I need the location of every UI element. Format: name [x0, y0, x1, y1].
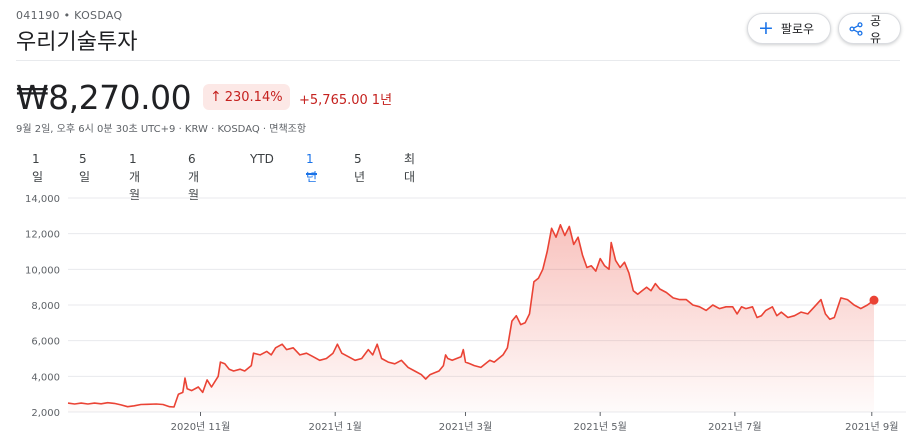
- follow-button-label: 팔로우: [780, 22, 815, 36]
- price-series-line: [67, 224, 875, 408]
- y-tick-label: 14,000: [25, 194, 60, 205]
- percent-change-value: 230.14%: [224, 89, 283, 105]
- x-tick-label: 2021년 9월: [845, 421, 898, 433]
- tab-5d[interactable]: 5일: [79, 152, 91, 184]
- share-button-label: 공유: [870, 13, 882, 45]
- price-chart[interactable]: 2,000 4,000 6,000 8,000 10,000 12,000 14,000 2…: [0, 185, 906, 446]
- y-tick-label: 6,000: [31, 337, 60, 348]
- follow-button[interactable]: + 팔로우: [747, 13, 831, 44]
- y-tick-label: 4,000: [31, 372, 60, 383]
- x-tick-label: 2021년 7월: [708, 421, 761, 433]
- share-icon: [849, 21, 863, 36]
- current-price-marker: [869, 295, 879, 305]
- y-tick-label: 10,000: [25, 265, 60, 276]
- tab-ytd[interactable]: YTD: [250, 152, 274, 166]
- y-tick-label: 2,000: [31, 408, 60, 419]
- x-tick-label: 2021년 1월: [308, 421, 361, 433]
- plus-icon: +: [758, 17, 774, 39]
- tab-1m[interactable]: 1개월: [129, 152, 141, 202]
- tab-1d[interactable]: 1일: [32, 152, 44, 184]
- price-change: +5,765.00 1년: [299, 89, 392, 108]
- change-period: 1년: [371, 93, 393, 108]
- company-name: 우리기술투자: [16, 30, 138, 55]
- percent-change-badge: ↑ 230.14%: [203, 84, 290, 110]
- y-tick-label: 12,000: [25, 230, 60, 241]
- tab-1y[interactable]: 1년: [306, 152, 318, 184]
- x-tick-label: 2020년 11월: [171, 421, 231, 433]
- y-tick-label: 8,000: [31, 301, 60, 312]
- x-tick-label: 2021년 5월: [573, 421, 626, 433]
- ticker-label: 041190 • KOSDAQ: [16, 9, 123, 22]
- absolute-change-value: +5,765.00: [299, 93, 368, 108]
- quote-meta: 9월 2일, 오후 6시 0분 30초 UTC+9 · KRW · KOSDAQ…: [16, 124, 307, 135]
- tab-5y[interactable]: 5년: [354, 152, 366, 184]
- arrow-up-icon: ↑: [210, 89, 222, 105]
- current-price: ₩8,270.00: [16, 78, 192, 117]
- tab-6m[interactable]: 6개월: [188, 152, 200, 202]
- x-tick-label: 2021년 3월: [439, 421, 492, 433]
- header-divider: [16, 60, 900, 61]
- tab-max[interactable]: 최대: [404, 152, 416, 184]
- price-area-fill: [68, 224, 874, 412]
- share-button[interactable]: 공유: [838, 13, 901, 45]
